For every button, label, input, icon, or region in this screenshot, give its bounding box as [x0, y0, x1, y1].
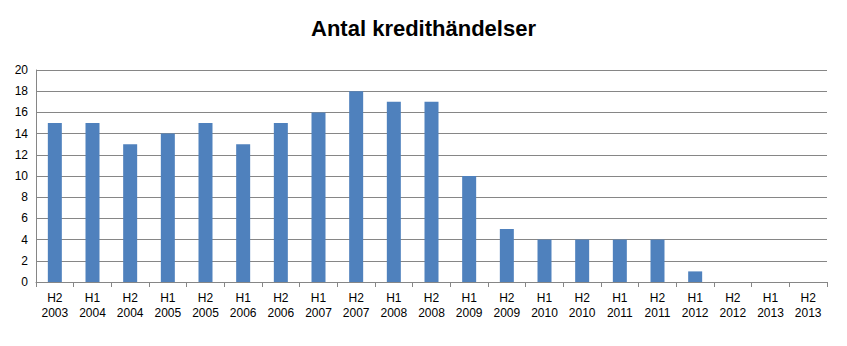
- svg-text:0: 0: [21, 275, 28, 289]
- svg-text:14: 14: [15, 127, 29, 141]
- svg-text:2003: 2003: [41, 306, 68, 320]
- svg-text:H2: H2: [650, 291, 666, 305]
- svg-text:H2: H2: [348, 291, 364, 305]
- svg-text:H2: H2: [122, 291, 138, 305]
- svg-text:H1: H1: [763, 291, 779, 305]
- svg-text:2013: 2013: [795, 306, 822, 320]
- svg-text:H2: H2: [499, 291, 515, 305]
- svg-text:2010: 2010: [569, 306, 596, 320]
- svg-text:H1: H1: [537, 291, 553, 305]
- svg-text:H2: H2: [273, 291, 289, 305]
- svg-text:2007: 2007: [305, 306, 332, 320]
- svg-text:2011: 2011: [645, 306, 671, 320]
- svg-text:12: 12: [15, 148, 29, 162]
- svg-text:2008: 2008: [418, 306, 445, 320]
- svg-text:6: 6: [21, 211, 28, 225]
- svg-text:2011: 2011: [607, 306, 633, 320]
- svg-text:H2: H2: [47, 291, 63, 305]
- svg-text:2005: 2005: [154, 306, 181, 320]
- svg-text:2010: 2010: [531, 306, 558, 320]
- svg-text:16: 16: [15, 105, 29, 119]
- svg-text:2013: 2013: [757, 306, 784, 320]
- svg-text:H2: H2: [424, 291, 440, 305]
- svg-text:H2: H2: [198, 291, 214, 305]
- svg-text:2004: 2004: [117, 306, 144, 320]
- svg-text:4: 4: [21, 233, 28, 247]
- svg-text:2004: 2004: [79, 306, 106, 320]
- svg-text:2007: 2007: [343, 306, 370, 320]
- svg-text:2005: 2005: [192, 306, 219, 320]
- svg-text:10: 10: [15, 169, 29, 183]
- svg-text:2006: 2006: [267, 306, 294, 320]
- svg-text:2009: 2009: [456, 306, 483, 320]
- svg-text:H2: H2: [574, 291, 590, 305]
- svg-text:2012: 2012: [682, 306, 709, 320]
- svg-text:2009: 2009: [493, 306, 520, 320]
- svg-text:H1: H1: [85, 291, 101, 305]
- svg-text:H1: H1: [461, 291, 477, 305]
- svg-text:H1: H1: [311, 291, 327, 305]
- svg-text:H1: H1: [386, 291, 402, 305]
- svg-text:H1: H1: [160, 291, 176, 305]
- svg-text:H2: H2: [725, 291, 741, 305]
- svg-text:H1: H1: [235, 291, 251, 305]
- svg-text:Antal kredithändelser: Antal kredithändelser: [311, 16, 536, 41]
- svg-text:8: 8: [21, 190, 28, 204]
- svg-text:H1: H1: [612, 291, 628, 305]
- svg-text:2006: 2006: [230, 306, 257, 320]
- svg-text:2: 2: [21, 254, 28, 268]
- svg-text:2012: 2012: [719, 306, 746, 320]
- svg-text:H1: H1: [687, 291, 703, 305]
- svg-text:20: 20: [15, 63, 29, 77]
- svg-text:H2: H2: [800, 291, 816, 305]
- svg-text:18: 18: [15, 84, 29, 98]
- svg-text:2008: 2008: [380, 306, 407, 320]
